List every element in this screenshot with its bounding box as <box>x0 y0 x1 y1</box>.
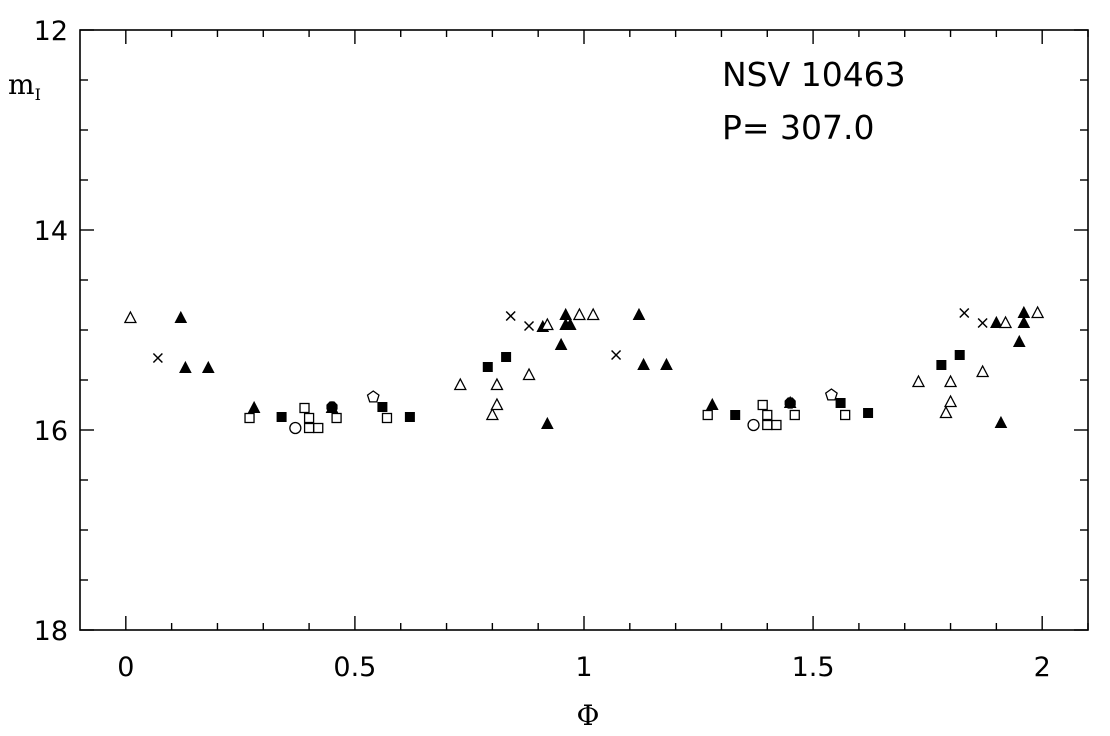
data-point-open-circle <box>747 418 760 432</box>
data-point-open-triangle <box>453 377 467 391</box>
axis-tick-labels: 0 0.5 1 1.5 2 12 14 16 18 <box>34 16 1051 683</box>
data-point-filled-triangle <box>201 360 215 373</box>
data-point-open-square <box>381 412 393 424</box>
star-name-annotation: NSV 10463 <box>722 55 906 94</box>
data-point-filled-triangle <box>179 360 192 373</box>
data-point-filled-triangle <box>632 307 646 320</box>
data-point-filled-square <box>482 362 493 372</box>
data-point-open-triangle <box>943 374 958 388</box>
data-point-cross <box>959 307 970 319</box>
y-axis-title: mI <box>8 68 41 104</box>
y-axis-title-subscript: I <box>35 85 41 104</box>
data-point-open-triangle <box>522 367 536 381</box>
data-point-filled-triangle <box>994 415 1008 428</box>
data-point-cross <box>152 352 163 364</box>
data-point-open-triangle <box>490 377 504 391</box>
data-point-open-square <box>771 419 782 431</box>
data-point-filled-square <box>863 408 874 418</box>
data-point-open-square <box>789 409 800 421</box>
data-point-filled-triangle <box>1012 334 1026 347</box>
data-point-open-pentagon <box>366 390 380 403</box>
x-tick-label: 2 <box>1034 652 1051 683</box>
y-axis-title-main: m <box>8 68 35 101</box>
x-axis-title: Φ <box>577 699 600 732</box>
data-point-filled-triangle <box>1017 305 1031 318</box>
data-point-open-square <box>840 409 851 421</box>
x-tick-label: 1.5 <box>792 652 835 683</box>
y-tick-label: 16 <box>34 416 68 447</box>
data-point-open-triangle <box>490 397 504 411</box>
data-point-open-square <box>303 422 315 434</box>
y-tick-label: 18 <box>34 616 68 647</box>
data-point-cross <box>611 349 622 361</box>
data-point-open-square <box>299 402 310 414</box>
data-point-filled-triangle <box>637 357 650 370</box>
data-point-cross <box>977 317 988 329</box>
data-point-open-triangle <box>485 407 499 421</box>
data-point-filled-square <box>276 412 287 422</box>
data-point-filled-triangle <box>660 357 673 370</box>
data-point-filled-square <box>730 410 741 420</box>
data-point-open-square <box>762 419 773 431</box>
data-point-filled-triangle <box>541 416 554 429</box>
data-point-open-pentagon <box>824 388 838 401</box>
x-tick-label: 0.5 <box>333 652 376 683</box>
data-point-open-triangle <box>998 315 1013 329</box>
data-point-filled-triangle <box>705 397 719 410</box>
data-point-cross <box>523 320 535 332</box>
axis-ticks <box>80 29 1089 631</box>
data-point-open-triangle <box>1031 305 1045 319</box>
data-point-filled-square <box>377 402 388 412</box>
data-point-filled-triangle <box>559 307 572 320</box>
data-point-open-triangle <box>540 317 554 331</box>
data-point-filled-octagon <box>784 397 796 409</box>
data-point-open-square <box>303 412 315 424</box>
data-point-open-square <box>244 412 255 424</box>
data-point-filled-triangle <box>990 315 1003 328</box>
x-tick-label: 1 <box>575 652 592 683</box>
data-point-filled-square <box>835 398 846 408</box>
y-tick-label: 12 <box>34 16 68 47</box>
period-annotation: P= 307.0 <box>722 108 875 147</box>
data-point-open-triangle <box>572 307 586 321</box>
data-point-open-square <box>313 422 324 434</box>
data-point-filled-triangle <box>1017 315 1031 328</box>
data-point-filled-square <box>936 360 947 370</box>
y-tick-label: 14 <box>34 216 68 247</box>
data-point-open-square <box>762 409 773 421</box>
data-point-open-triangle <box>943 394 958 408</box>
data-point-open-square <box>702 409 713 421</box>
data-point-cross <box>505 310 516 322</box>
data-point-open-square <box>331 412 342 424</box>
data-point-filled-square <box>404 412 415 422</box>
data-point-open-triangle <box>123 310 137 324</box>
data-point-filled-triangle <box>554 337 568 350</box>
data-points <box>123 305 1045 435</box>
data-point-open-circle <box>289 421 302 435</box>
data-point-open-triangle <box>586 307 600 321</box>
data-point-open-square <box>757 399 768 411</box>
plot-frame <box>79 29 1089 631</box>
data-point-filled-triangle <box>247 400 261 413</box>
data-point-open-triangle <box>976 364 990 378</box>
data-point-filled-square <box>501 352 512 362</box>
data-point-open-triangle <box>911 374 926 388</box>
data-point-filled-triangle <box>563 317 577 330</box>
data-point-filled-square <box>954 350 965 360</box>
data-point-filled-octagon <box>326 401 338 413</box>
x-tick-label: 0 <box>117 652 134 683</box>
data-point-open-triangle <box>939 405 953 419</box>
data-point-filled-triangle <box>174 310 188 323</box>
